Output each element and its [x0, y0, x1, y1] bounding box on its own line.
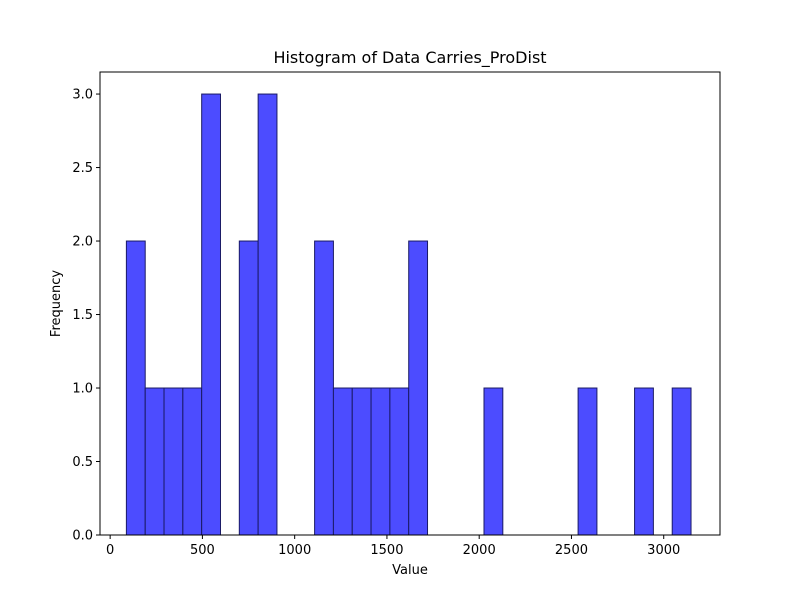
histogram-bar: [163, 387, 184, 536]
y-tick-label: 0.0: [72, 529, 93, 544]
histogram-bar: [370, 387, 391, 536]
chart-title: Histogram of Data Carries_ProDist: [273, 48, 546, 68]
y-tick-label: 1.5: [72, 308, 93, 323]
x-tick-label: 2000: [463, 543, 496, 558]
histogram-bar: [483, 387, 504, 536]
histogram-bar: [577, 387, 598, 536]
y-tick-label: 3.0: [72, 88, 93, 103]
histogram-bar: [182, 387, 203, 536]
histogram-bar: [389, 387, 410, 536]
x-tick-label: 2500: [555, 543, 588, 558]
plot-frame: [99, 71, 721, 536]
y-tick-label: 1.0: [72, 382, 93, 397]
bars-group: [125, 93, 692, 536]
x-tick-label: 3000: [647, 543, 680, 558]
histogram-bar: [671, 387, 692, 536]
histogram-bar: [351, 387, 372, 536]
histogram-bar: [144, 387, 165, 536]
histogram-bar: [314, 240, 334, 536]
y-tick-label: 0.5: [72, 455, 93, 470]
x-tick-label: 1500: [370, 543, 403, 558]
histogram-bar: [201, 93, 221, 536]
histogram-bar: [257, 93, 278, 536]
x-tick-label: 0: [106, 543, 114, 558]
histogram-bar: [125, 240, 146, 536]
x-tick-label: 500: [190, 543, 215, 558]
y-axis-ticks: 0.0 0.5 1.0 1.5 2.0 2.5 3.0: [72, 88, 100, 544]
histogram-bar: [634, 387, 654, 536]
x-axis-ticks: 0 500 1000 1500 2000 2500 3000: [106, 535, 680, 558]
y-tick-label: 2.5: [72, 161, 93, 176]
y-tick-label: 2.0: [72, 235, 93, 250]
x-axis-label: Value: [392, 563, 428, 578]
histogram-bar: [408, 240, 429, 536]
histogram-bar: [238, 240, 259, 536]
histogram-bar: [332, 387, 353, 536]
x-tick-label: 1000: [278, 543, 311, 558]
y-axis-label: Frequency: [49, 270, 64, 337]
